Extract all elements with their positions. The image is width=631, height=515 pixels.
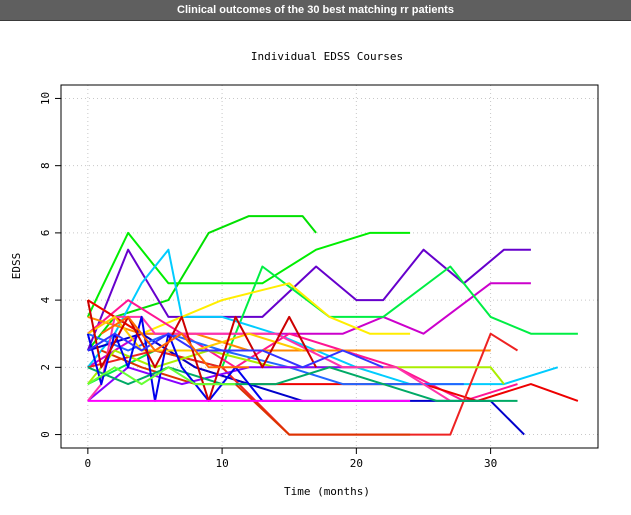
chart-area: Individual EDSS Courses 0 10 20 30 0 2 4 6 8 10 T…	[0, 21, 631, 510]
series-line-22	[87, 332, 384, 369]
window-title-bar: Clinical outcomes of the 30 best matchin…	[0, 0, 631, 21]
y-axis-label: EDSS	[10, 253, 23, 280]
axes: 0 10 20 30 0 2 4 6 8 10	[39, 92, 497, 470]
plot-frame	[60, 84, 599, 449]
y-tick-label: 8	[39, 162, 52, 169]
series-line-24	[87, 366, 236, 386]
series-line-7	[87, 282, 411, 335]
y-tick-label: 4	[39, 296, 52, 303]
x-tick-label: 10	[215, 457, 228, 470]
series-line-19	[87, 366, 518, 402]
grid	[61, 85, 598, 448]
series-line-20	[86, 315, 303, 402]
y-tick-label: 10	[39, 92, 52, 105]
y-tick-label: 6	[39, 230, 52, 237]
chart-title: Individual EDSS Courses	[251, 50, 403, 63]
series-line-2	[86, 231, 411, 318]
y-tick-label: 2	[39, 364, 52, 371]
x-tick-label: 30	[484, 457, 497, 470]
edss-chart: Individual EDSS Courses 0 10 20 30 0 2 4 6 8 10 T…	[10, 50, 599, 498]
window-title: Clinical outcomes of the 30 best matchin…	[177, 4, 454, 16]
series-line-3	[86, 248, 531, 351]
x-tick-label: 20	[350, 457, 363, 470]
series-line-18	[87, 315, 303, 352]
y-tick-label: 0	[39, 431, 52, 438]
series-line-25	[100, 315, 249, 369]
series-line-14	[87, 332, 464, 386]
series-line-16	[87, 366, 357, 402]
x-axis-label: Time (months)	[284, 485, 370, 498]
series-group	[86, 215, 579, 436]
series-line-11	[87, 315, 491, 352]
series-line-21	[86, 299, 317, 402]
x-tick-label: 0	[85, 457, 92, 470]
